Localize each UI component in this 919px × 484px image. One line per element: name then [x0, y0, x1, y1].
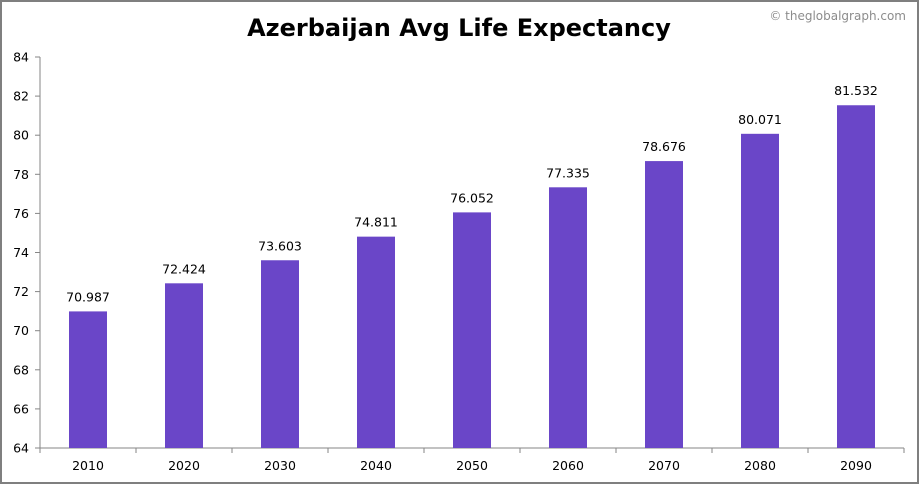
y-tick-label: 64 — [13, 441, 29, 456]
bar — [645, 161, 683, 448]
x-tick-label: 2080 — [744, 458, 776, 473]
y-tick-label: 70 — [13, 323, 29, 338]
y-tick-label: 74 — [13, 245, 29, 260]
data-label: 72.424 — [162, 261, 206, 276]
y-tick-label: 68 — [13, 362, 29, 377]
y-tick-label: 76 — [13, 206, 29, 221]
chart-credit: © theglobalgraph.com — [769, 9, 906, 23]
data-label: 76.052 — [450, 190, 494, 205]
y-tick-label: 84 — [13, 50, 29, 65]
x-tick-label: 2010 — [72, 458, 104, 473]
bar — [453, 212, 491, 448]
bar — [261, 260, 299, 448]
y-tick-label: 66 — [13, 401, 29, 416]
y-tick-label: 72 — [13, 284, 29, 299]
bar — [549, 187, 587, 448]
x-tick-label: 2050 — [456, 458, 488, 473]
x-tick-label: 2090 — [840, 458, 872, 473]
bar — [357, 236, 395, 448]
bar — [69, 311, 107, 448]
chart-title: Azerbaijan Avg Life Expectancy — [247, 14, 671, 42]
y-tick-label: 82 — [13, 89, 29, 104]
x-tick-label: 2020 — [168, 458, 200, 473]
x-tick-label: 2060 — [552, 458, 584, 473]
value-labels: 70.987 72.424 73.603 74.811 76.052 77.335 78.6… — [66, 83, 878, 304]
data-label: 78.676 — [642, 139, 686, 154]
y-tick-labels: 64 66 68 70 72 74 76 78 80 82 84 — [13, 50, 29, 456]
data-label: 70.987 — [66, 289, 110, 304]
data-label: 81.532 — [834, 83, 878, 98]
y-tick-label: 80 — [13, 128, 29, 143]
bars — [69, 105, 875, 449]
data-label: 77.335 — [546, 165, 590, 180]
y-tick-label: 78 — [13, 167, 29, 182]
x-tick-label: 2030 — [264, 458, 296, 473]
x-tick-label: 2040 — [360, 458, 392, 473]
data-label: 73.603 — [258, 238, 302, 253]
bar — [165, 283, 203, 448]
x-tick-labels: 2010 2020 2030 2040 2050 2060 2070 2080 2090 — [72, 458, 872, 473]
bar — [837, 105, 875, 449]
data-label: 74.811 — [354, 215, 398, 230]
bar — [741, 133, 779, 448]
data-label: 80.071 — [738, 112, 782, 127]
x-tick-label: 2070 — [648, 458, 680, 473]
